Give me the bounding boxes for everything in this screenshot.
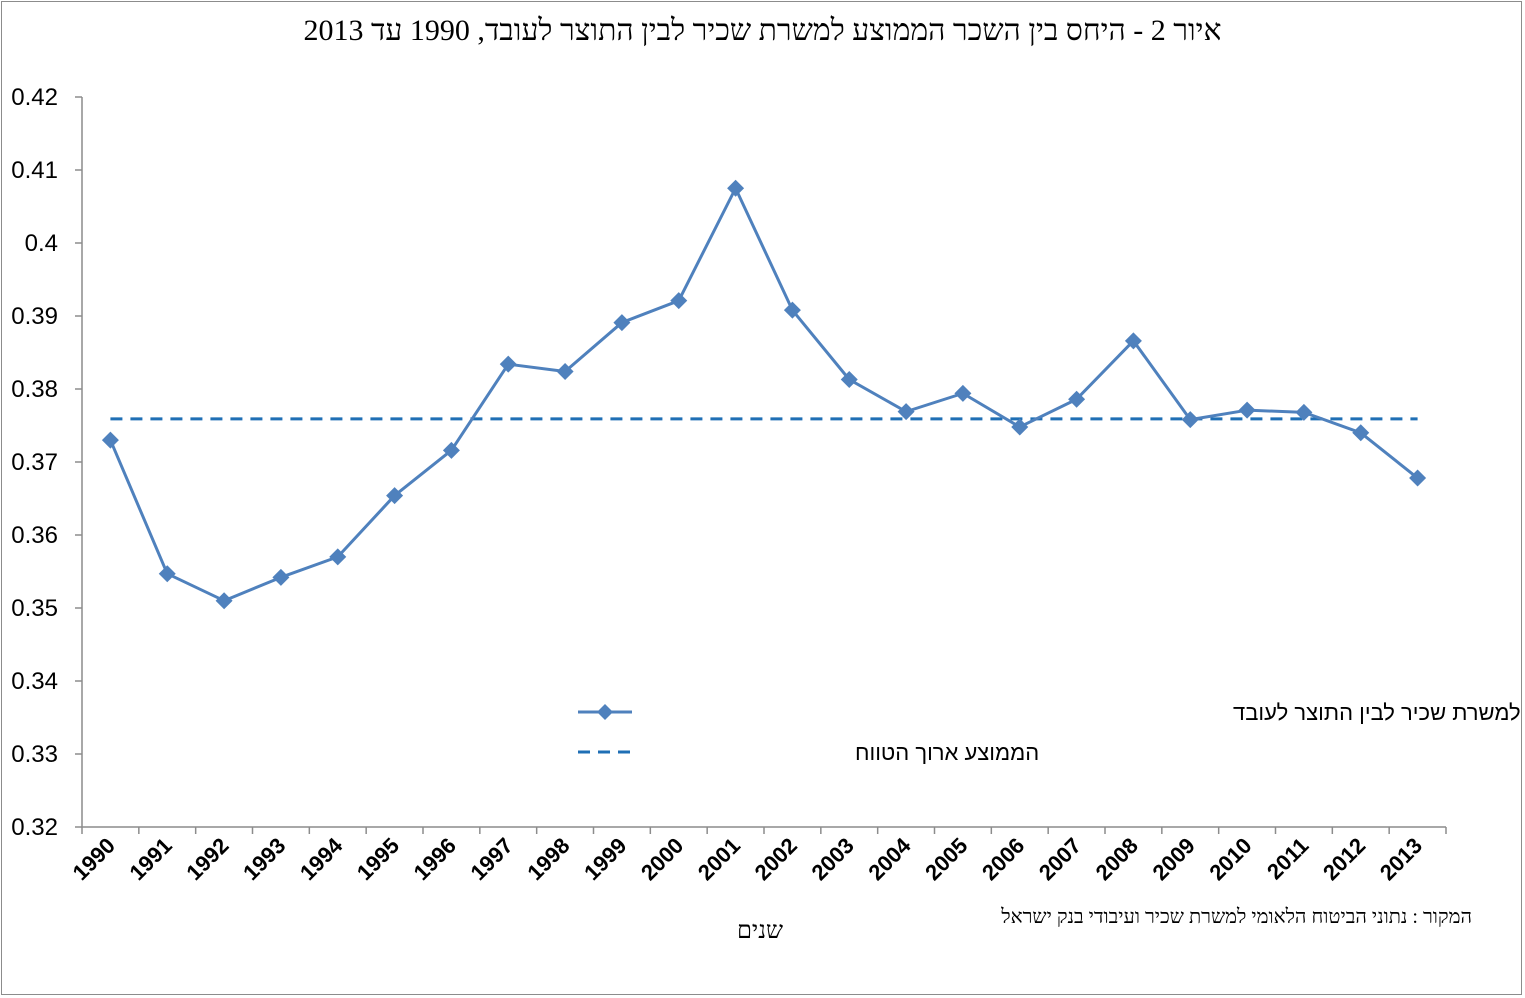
data-point xyxy=(329,548,347,566)
y-tick-label: 0.39 xyxy=(11,303,58,330)
data-point xyxy=(556,362,574,380)
y-tick-label: 0.32 xyxy=(11,814,58,841)
x-tick-label: 1992 xyxy=(181,833,233,885)
data-point xyxy=(897,403,915,421)
data-point xyxy=(101,431,119,449)
legend: היחס בין השכר הממוצע למשרת שכיר לבין התו… xyxy=(578,700,1525,765)
x-tick-label: 1998 xyxy=(522,833,574,885)
data-point xyxy=(1295,403,1313,421)
y-tick-label: 0.4 xyxy=(25,230,58,257)
x-tick-label: 2000 xyxy=(636,833,688,885)
x-tick-label: 2010 xyxy=(1204,833,1256,885)
x-tick-label: 2011 xyxy=(1262,833,1313,884)
y-tick-label: 0.33 xyxy=(11,741,58,768)
x-tick-label: 1991 xyxy=(124,833,176,885)
x-axis-ticks: 1990 1991 1992 1993 1994 1995 1996 1997 1998 1999… xyxy=(68,827,1447,885)
x-tick-label: 1995 xyxy=(352,833,404,885)
data-point xyxy=(386,487,404,505)
x-axis-label: שנים xyxy=(736,918,784,944)
data-point xyxy=(215,592,233,610)
x-tick-label: 2002 xyxy=(750,833,802,885)
data-point xyxy=(272,568,290,586)
data-point xyxy=(1068,390,1086,408)
x-tick-label: 2003 xyxy=(806,833,858,885)
x-tick-label: 1999 xyxy=(579,833,631,885)
x-tick-label: 2004 xyxy=(863,832,916,885)
ratio-series xyxy=(101,179,1427,610)
source-note: המקור : נתוני הביטוח הלאומי למשרת שכיר ו… xyxy=(1001,906,1472,928)
x-tick-label: 1994 xyxy=(295,832,348,885)
x-tick-label: 2005 xyxy=(920,833,972,885)
data-point xyxy=(727,179,745,197)
data-point xyxy=(670,292,688,310)
x-tick-label: 2001 xyxy=(693,833,745,885)
y-tick-label: 0.37 xyxy=(11,449,58,476)
data-point xyxy=(613,314,631,332)
data-point xyxy=(1124,332,1142,350)
data-point xyxy=(1409,469,1427,487)
y-tick-label: 0.34 xyxy=(11,668,58,695)
x-tick-label: 2012 xyxy=(1318,833,1370,885)
legend-label-ratio: היחס בין השכר הממוצע למשרת שכיר לבין התו… xyxy=(1233,700,1525,725)
data-point xyxy=(783,301,801,319)
legend-marker-ratio xyxy=(597,704,613,720)
x-tick-label: 2008 xyxy=(1091,833,1143,885)
data-point xyxy=(954,384,972,402)
x-tick-label: 2006 xyxy=(977,833,1029,885)
y-tick-label: 0.42 xyxy=(11,84,58,111)
data-point xyxy=(1181,411,1199,429)
x-tick-label: 1996 xyxy=(409,833,461,885)
y-tick-label: 0.38 xyxy=(11,376,58,403)
y-tick-label: 0.36 xyxy=(11,522,58,549)
ratio-line xyxy=(109,186,1419,603)
x-tick-label: 2013 xyxy=(1375,833,1427,885)
chart-title: איור 2 - היחס בין השכר הממוצע למשרת שכיר… xyxy=(303,14,1222,47)
y-axis-ticks: 0.32 0.33 0.34 0.35 0.36 0.37 0.38 0.39 0.4 0.41 0… xyxy=(11,84,82,841)
x-tick-label: 1990 xyxy=(68,833,120,885)
x-tick-label: 2007 xyxy=(1034,833,1086,885)
legend-label-average: הממוצע ארוך הטווח xyxy=(855,740,1039,765)
x-tick-label: 2009 xyxy=(1147,833,1199,885)
data-point xyxy=(442,441,460,459)
data-point xyxy=(1238,401,1256,419)
y-tick-label: 0.41 xyxy=(11,157,58,184)
y-tick-label: 0.35 xyxy=(11,595,58,622)
x-tick-label: 1993 xyxy=(238,833,290,885)
x-tick-label: 1997 xyxy=(465,833,517,885)
data-point xyxy=(1011,418,1029,436)
data-point xyxy=(499,355,517,373)
data-point xyxy=(158,565,176,583)
data-point xyxy=(840,371,858,389)
data-point xyxy=(1352,424,1370,442)
